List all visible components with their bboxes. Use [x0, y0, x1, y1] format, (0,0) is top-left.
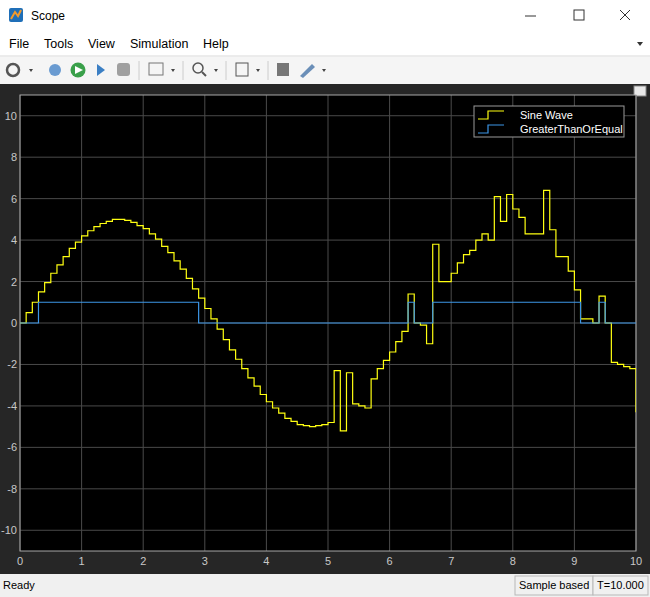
- y-tick-label: 8: [11, 151, 17, 163]
- layout-icon[interactable]: [149, 63, 163, 75]
- series-line: [20, 190, 636, 430]
- status-field-text: Sample based: [519, 579, 589, 591]
- plot-frame: [20, 95, 636, 551]
- grid-line-y: [20, 405, 636, 406]
- grid: [20, 95, 636, 551]
- separator: [0, 56, 650, 57]
- status-field-text: T=10.000: [597, 579, 644, 591]
- grid-line-y: [20, 447, 636, 448]
- grid-line-y: [20, 364, 636, 365]
- x-tick-label: 1: [79, 555, 85, 567]
- y-tick-label: 2: [11, 276, 17, 288]
- series-line: [20, 302, 636, 323]
- legend-swatch: [478, 111, 504, 119]
- legend-label: GreaterThanOrEqual: [520, 123, 623, 135]
- scope-window: ScopeFile Tools View Simulation Help 0 1 2 3 4 5 6 7…: [0, 0, 650, 597]
- grid-line-y: [20, 488, 636, 489]
- zoom-icon[interactable]: [193, 63, 203, 73]
- step-icon[interactable]: [97, 64, 105, 76]
- y-tick-label: -10: [1, 524, 17, 536]
- stop-icon[interactable]: [117, 63, 130, 76]
- legend-box: [474, 106, 624, 137]
- status-field: [593, 576, 648, 595]
- minimize-button[interactable]: [525, 16, 536, 17]
- menu-item[interactable]: Help: [203, 37, 229, 51]
- y-tick-label: 6: [11, 193, 17, 205]
- menu-item[interactable]: View: [88, 37, 116, 51]
- step-back-icon[interactable]: [49, 64, 61, 76]
- x-tick-label: 4: [263, 555, 269, 567]
- x-tick-label: 7: [448, 555, 454, 567]
- status-text: Ready: [3, 579, 35, 591]
- toolbar-icons: [7, 61, 326, 80]
- y-tick-label: -4: [7, 400, 17, 412]
- x-tick-label: 6: [387, 555, 393, 567]
- y-tick-label: 4: [11, 234, 17, 246]
- grid-line-y: [20, 157, 636, 158]
- plot-area: [20, 95, 636, 551]
- toolbar: [0, 57, 650, 84]
- x-tick-label: 5: [325, 555, 331, 567]
- grid-line-y: [20, 530, 636, 531]
- run-icon[interactable]: [71, 63, 86, 78]
- menu-arrow: [637, 42, 643, 46]
- status-bar: [0, 574, 650, 597]
- x-tick-label: 9: [571, 555, 577, 567]
- menu-bar: [0, 31, 650, 56]
- x-tick-label: 2: [140, 555, 146, 567]
- legend-label: Sine Wave: [520, 109, 573, 121]
- grid-line-y: [20, 240, 636, 241]
- menu-item[interactable]: Tools: [44, 37, 73, 51]
- window-title: Scope: [31, 9, 65, 23]
- y-tick-label: 10: [5, 110, 17, 122]
- legend-swatch: [478, 125, 504, 133]
- settings-icon[interactable]: [7, 64, 19, 76]
- autoscale-icon[interactable]: [236, 63, 248, 76]
- status-field: [515, 576, 593, 595]
- title-bar: [0, 0, 650, 31]
- x-tick-label: 3: [202, 555, 208, 567]
- menu-item[interactable]: Simulation: [130, 37, 188, 51]
- x-tick-label: 8: [510, 555, 516, 567]
- y-tick-label: -2: [7, 358, 17, 370]
- y-tick-label: -6: [7, 441, 17, 453]
- x-tick-label: 10: [630, 555, 642, 567]
- style-icon[interactable]: [300, 64, 315, 78]
- grid-line-y: [20, 281, 636, 282]
- tick-labels: 0 1 2 3 4 5 6 7 8 9 10 -10 -8 -6 -4 -2 0 2 4 6 8 10: [1, 110, 642, 567]
- legend: Sine Wave GreaterThanOrEqual: [474, 106, 624, 137]
- series-group: [20, 190, 636, 430]
- close-button[interactable]: [620, 10, 630, 20]
- y-tick-label: 0: [11, 317, 17, 329]
- cursor-icon[interactable]: [277, 63, 289, 76]
- x-tick-label: 0: [17, 555, 23, 567]
- y-tick-label: -8: [7, 483, 17, 495]
- menu-item[interactable]: File: [9, 37, 29, 51]
- figure-background: [0, 84, 650, 574]
- app-icon: [9, 8, 23, 22]
- maximize-button[interactable]: [574, 10, 584, 20]
